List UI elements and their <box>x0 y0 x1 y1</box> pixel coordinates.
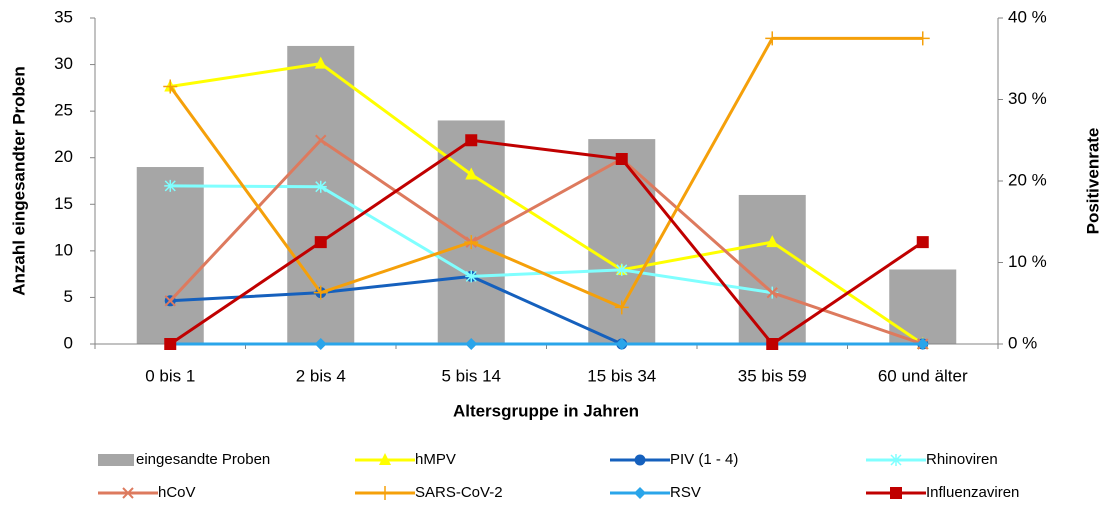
y-tick-label: 30 <box>54 54 73 73</box>
legend-label: Influenzaviren <box>926 484 1019 501</box>
y2-axis-title: Positivenrate <box>1083 128 1102 235</box>
line <box>169 138 924 346</box>
legend-item: eingesandte Proben <box>98 451 270 468</box>
bar <box>738 194 806 344</box>
y-tick-label: 20 <box>54 147 73 166</box>
y2-tick-label: 0 % <box>1008 333 1037 352</box>
marker <box>465 167 478 180</box>
y-tick-label: 35 <box>54 7 73 26</box>
y-tick-label: 0 <box>64 333 73 352</box>
legend-item: PIV (1 - 4) <box>610 451 738 468</box>
marker <box>615 263 628 276</box>
marker <box>766 235 779 248</box>
legend-item: RSV <box>610 484 701 501</box>
marker <box>164 338 177 350</box>
y2-tick-label: 10 % <box>1008 252 1047 271</box>
marker <box>634 487 646 499</box>
x-tick-label: 15 bis 34 <box>587 366 656 385</box>
marker <box>465 134 478 147</box>
marker <box>164 179 177 192</box>
marker <box>164 295 176 307</box>
marker <box>315 134 327 146</box>
marker <box>314 338 327 350</box>
legend-item: SARS-CoV-2 <box>355 484 503 501</box>
legend-label: SARS-CoV-2 <box>415 484 503 501</box>
legend-label: hCoV <box>158 484 196 501</box>
marker <box>916 236 929 249</box>
marker <box>314 56 327 69</box>
marker <box>890 454 902 466</box>
legend-item: Influenzaviren <box>866 484 1019 501</box>
line <box>169 138 924 346</box>
marker <box>163 79 178 94</box>
marker <box>766 338 779 350</box>
marker <box>615 338 628 350</box>
marker <box>615 152 628 165</box>
y-tick-label: 5 <box>64 287 73 306</box>
bar <box>136 167 204 344</box>
legend-label: eingesandte Proben <box>136 451 270 468</box>
marker <box>465 270 478 283</box>
marker <box>314 180 327 193</box>
x-tick-label: 2 bis 4 <box>296 366 346 385</box>
marker <box>379 453 391 465</box>
marker <box>464 235 479 250</box>
x-axis-title: Altersgruppe in Jahren <box>453 401 639 420</box>
marker <box>766 286 778 299</box>
legend-item: hMPV <box>355 451 456 468</box>
legend-label: RSV <box>670 484 701 501</box>
y-axis-title: Anzahl eingesandter Proben <box>9 66 28 296</box>
x-tick-label: 5 bis 14 <box>441 366 501 385</box>
y2-tick-label: 40 % <box>1008 7 1047 26</box>
y-tick-label: 10 <box>54 240 73 259</box>
bar <box>889 269 957 344</box>
marker <box>314 236 327 249</box>
marker <box>915 31 930 46</box>
y2-tick-label: 30 % <box>1008 89 1047 108</box>
legend-item: Rhinoviren <box>866 451 998 468</box>
y-tick-label: 15 <box>54 194 73 213</box>
marker <box>614 300 629 315</box>
marker <box>465 338 478 350</box>
x-tick-label: 0 bis 1 <box>145 366 195 385</box>
legend-item: hCoV <box>98 484 196 501</box>
x-tick-label: 35 bis 59 <box>738 366 807 385</box>
x-tick-label: 60 und älter <box>878 366 968 385</box>
line <box>170 62 924 346</box>
y2-tick-label: 20 % <box>1008 170 1047 189</box>
y-tick-label: 25 <box>54 101 73 120</box>
line <box>170 274 923 346</box>
marker <box>765 31 780 46</box>
marker <box>634 454 646 466</box>
legend-label: Rhinoviren <box>926 451 998 468</box>
marker <box>890 487 902 499</box>
legend-label: hMPV <box>415 451 456 468</box>
marker <box>378 486 392 500</box>
marker <box>313 285 328 300</box>
marker <box>122 487 134 499</box>
legend-swatch <box>98 454 134 466</box>
legend-label: PIV (1 - 4) <box>670 451 738 468</box>
marker <box>916 338 929 350</box>
bar <box>437 120 505 344</box>
